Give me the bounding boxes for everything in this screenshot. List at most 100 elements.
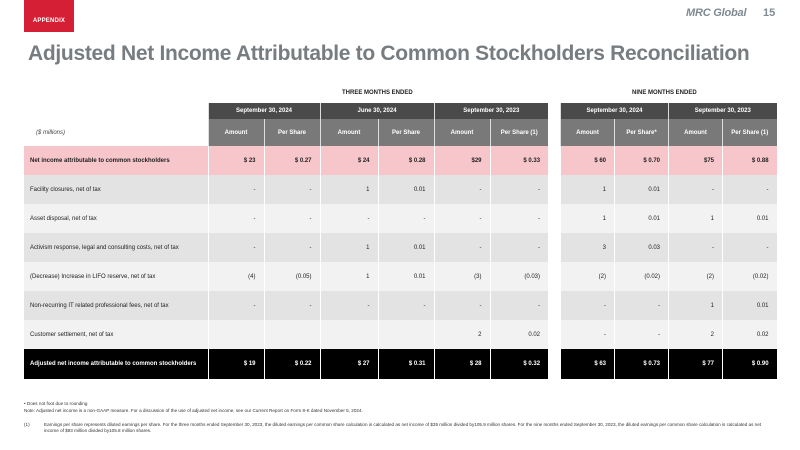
value-cell: $ 60: [560, 146, 615, 175]
value-cell: (0.03): [489, 262, 549, 291]
value-cell: $ 0.22: [263, 349, 321, 379]
table-row: Non-recurring IT related professional fe…: [24, 291, 549, 320]
row-label: Adjusted net income attributable to comm…: [24, 349, 208, 379]
page-title: Adjusted Net Income Attributable to Comm…: [28, 42, 750, 65]
value-cell: (0.05): [263, 262, 321, 291]
value-cell: -: [377, 291, 435, 320]
row-label: Net income attributable to common stockh…: [24, 146, 208, 175]
value-cell: -: [207, 291, 264, 320]
footnote-marker: (1): [24, 422, 30, 427]
table-row: Adjusted net income attributable to comm…: [24, 349, 549, 379]
value-cell: -: [613, 320, 669, 349]
value-cell: -: [319, 204, 379, 233]
value-cell: -: [207, 204, 264, 233]
column-header: Per Share: [377, 119, 435, 146]
value-cell: 3: [560, 233, 615, 262]
value-cell: $ 0.88: [722, 146, 777, 175]
footnote-rounding: • Does not foot due to rounding: [24, 401, 88, 406]
column-header: Amount: [433, 119, 491, 146]
value-cell: -: [489, 233, 549, 262]
table-row: Net income attributable to common stockh…: [24, 146, 549, 175]
table-row: - -2 0.02: [560, 320, 777, 349]
value-cell: -: [722, 175, 777, 204]
table-row: 1 0.01 1 0.01: [560, 204, 777, 233]
value-cell: -: [433, 233, 491, 262]
period-header: September 30, 2023: [433, 103, 549, 119]
column-header: Amount: [319, 119, 379, 146]
period-header: June 30, 2024: [319, 103, 435, 119]
value-cell: 0.01: [613, 175, 669, 204]
value-cell: (2): [560, 262, 615, 291]
value-cell: $ 28: [433, 349, 491, 379]
period-header-row: September 30, 2024 September 30, 2023: [559, 103, 777, 119]
value-cell: $ 0.70: [613, 146, 669, 175]
value-cell: -: [722, 233, 777, 262]
row-label: Customer settlement, net of tax: [24, 320, 208, 349]
row-label: Non-recurring IT related professional fe…: [24, 291, 208, 320]
footnote-note: Note: Adjusted net income is a non-GAAP …: [24, 408, 363, 413]
column-header: Per Share: [263, 119, 321, 146]
value-cell: 1: [668, 204, 723, 233]
value-cell: -: [668, 175, 723, 204]
blank-header-cell: [24, 103, 208, 119]
nine-months-table: September 30, 2024 September 30, 2023 Am…: [559, 103, 777, 379]
value-cell: [319, 320, 379, 349]
column-header-row: ($ millions) Amount Per Share Amount Per…: [24, 119, 549, 146]
value-cell: [263, 320, 321, 349]
value-cell: 1: [319, 262, 379, 291]
value-cell: -: [377, 204, 435, 233]
value-cell: $ 19: [207, 349, 264, 379]
column-header: Per Share (1): [722, 119, 777, 146]
value-cell: -: [613, 291, 669, 320]
value-cell: $ 63: [560, 349, 615, 379]
value-cell: 2: [433, 320, 491, 349]
value-cell: -: [263, 204, 321, 233]
value-cell: 1: [319, 233, 379, 262]
table-row: 3 0.03- -: [560, 233, 777, 262]
value-cell: 0.01: [722, 291, 777, 320]
value-cell: -: [668, 233, 723, 262]
value-cell: -: [433, 175, 491, 204]
row-label: (Decrease) Increase in LIFO reserve, net…: [24, 262, 208, 291]
value-cell: $ 0.27: [263, 146, 321, 175]
value-cell: (4): [207, 262, 264, 291]
value-cell: -: [207, 233, 264, 262]
table-row: Facility closures, net of tax - -1 0.01- -: [24, 175, 549, 204]
period-header: September 30, 2024: [207, 103, 321, 119]
value-cell: $29: [433, 146, 491, 175]
value-cell: $75: [668, 146, 723, 175]
table-row: Activism response, legal and consulting …: [24, 233, 549, 262]
column-header: Amount: [207, 119, 264, 146]
period-header: September 30, 2023: [668, 103, 777, 119]
period-header-row: September 30, 2024 June 30, 2024 Septemb…: [24, 103, 549, 119]
table-row: - -1 0.01: [560, 291, 777, 320]
value-cell: 0.01: [377, 262, 435, 291]
value-cell: 0.01: [613, 204, 669, 233]
table-row: Asset disposal, net of tax - - - - - -: [24, 204, 549, 233]
units-label: ($ millions): [24, 119, 208, 146]
table-row: $ 60 $ 0.70 $75 $ 0.88: [560, 146, 777, 175]
value-cell: 2: [668, 320, 723, 349]
value-cell: 1: [560, 204, 615, 233]
value-cell: 0.02: [722, 320, 777, 349]
value-cell: (0.02): [613, 262, 669, 291]
value-cell: [207, 320, 264, 349]
value-cell: $ 23: [207, 146, 264, 175]
row-label: Activism response, legal and consulting …: [24, 233, 208, 262]
value-cell: (3): [433, 262, 491, 291]
value-cell: -: [433, 291, 491, 320]
three-months-table: September 30, 2024 June 30, 2024 Septemb…: [24, 103, 549, 379]
value-cell: $ 0.32: [489, 349, 549, 379]
table-row: $ 63 $ 0.73 $ 77 $ 0.90: [560, 349, 777, 379]
value-cell: 0.01: [722, 204, 777, 233]
value-cell: -: [207, 175, 264, 204]
column-header: Amount: [668, 119, 723, 146]
value-cell: $ 0.31: [377, 349, 435, 379]
value-cell: 1: [668, 291, 723, 320]
footnote-eps: Earnings per share represents diluted ea…: [44, 422, 762, 433]
value-cell: -: [263, 291, 321, 320]
value-cell: $ 27: [319, 349, 379, 379]
appendix-tag: APPENDIX: [24, 0, 74, 32]
value-cell: $ 0.73: [613, 349, 669, 379]
value-cell: 0.01: [377, 233, 435, 262]
